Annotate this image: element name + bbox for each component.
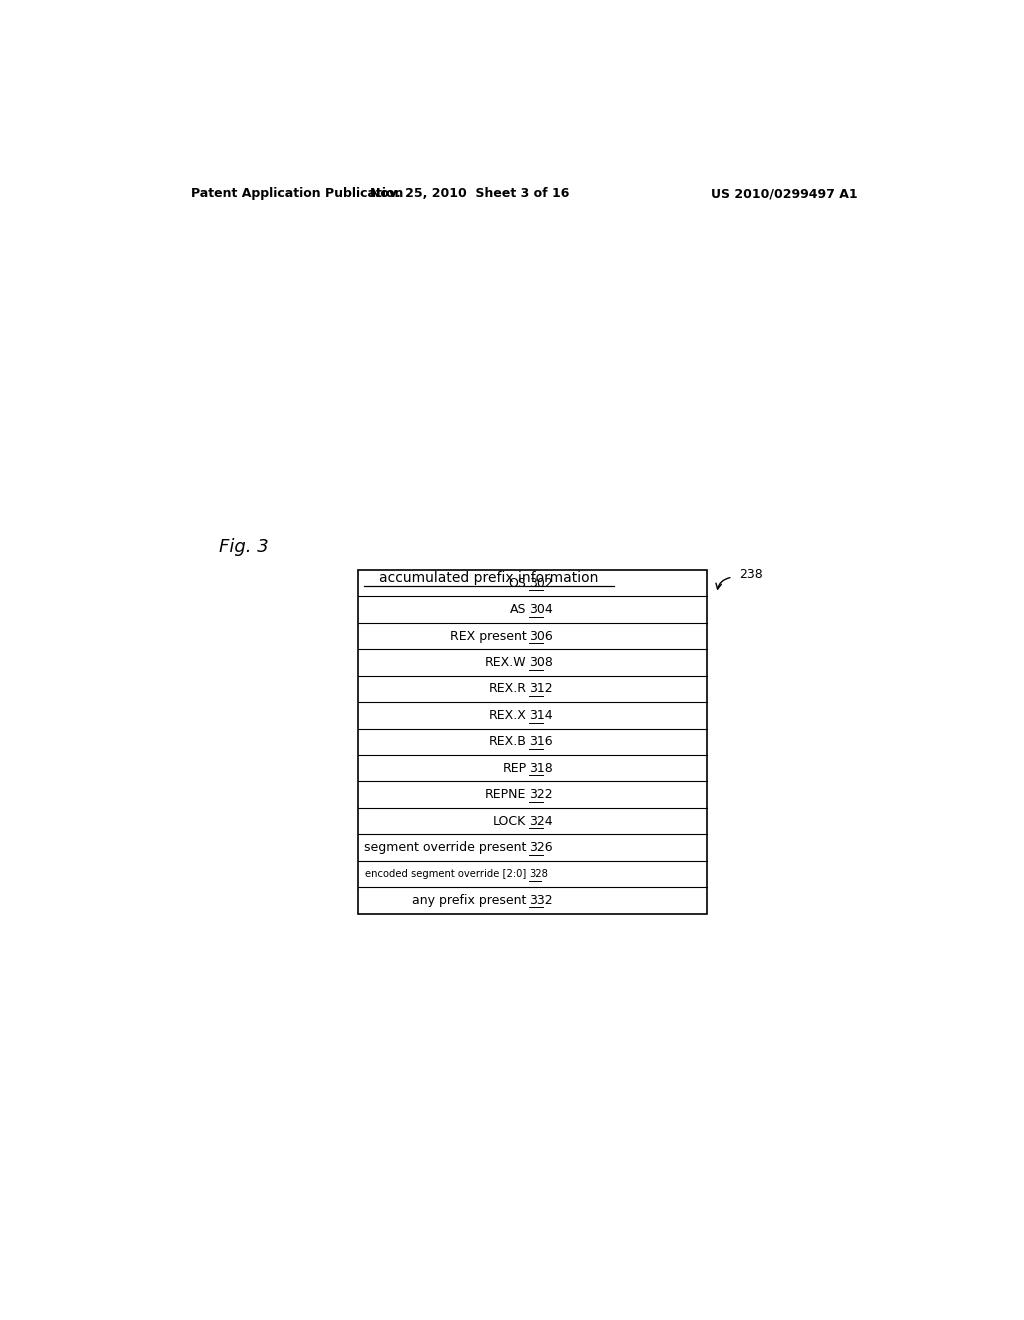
- Text: REX.R: REX.R: [488, 682, 526, 696]
- Text: 306: 306: [528, 630, 553, 643]
- Text: 304: 304: [528, 603, 553, 616]
- Text: Fig. 3: Fig. 3: [219, 537, 269, 556]
- Text: OS: OS: [509, 577, 526, 590]
- Text: REX present: REX present: [450, 630, 526, 643]
- Text: REX.X: REX.X: [488, 709, 526, 722]
- Text: REX.B: REX.B: [488, 735, 526, 748]
- Text: AS: AS: [510, 603, 526, 616]
- Text: 326: 326: [528, 841, 552, 854]
- Text: 314: 314: [528, 709, 552, 722]
- Text: REPNE: REPNE: [485, 788, 526, 801]
- Text: encoded segment override [2:0]: encoded segment override [2:0]: [366, 869, 526, 879]
- Text: 308: 308: [528, 656, 553, 669]
- Text: segment override present: segment override present: [364, 841, 526, 854]
- Text: 238: 238: [739, 568, 763, 581]
- Text: 324: 324: [528, 814, 552, 828]
- Text: 322: 322: [528, 788, 552, 801]
- Text: any prefix present: any prefix present: [412, 894, 526, 907]
- Text: 328: 328: [528, 869, 548, 879]
- Text: REX.W: REX.W: [484, 656, 526, 669]
- Text: 312: 312: [528, 682, 552, 696]
- Text: LOCK: LOCK: [494, 814, 526, 828]
- Text: 318: 318: [528, 762, 553, 775]
- Text: Patent Application Publication: Patent Application Publication: [191, 187, 403, 201]
- Bar: [358, 570, 708, 913]
- Text: 332: 332: [528, 894, 552, 907]
- Text: 316: 316: [528, 735, 552, 748]
- Text: accumulated prefix information: accumulated prefix information: [380, 572, 599, 585]
- Text: REP: REP: [502, 762, 526, 775]
- Text: 302: 302: [528, 577, 553, 590]
- Text: US 2010/0299497 A1: US 2010/0299497 A1: [712, 187, 858, 201]
- Text: Nov. 25, 2010  Sheet 3 of 16: Nov. 25, 2010 Sheet 3 of 16: [370, 187, 569, 201]
